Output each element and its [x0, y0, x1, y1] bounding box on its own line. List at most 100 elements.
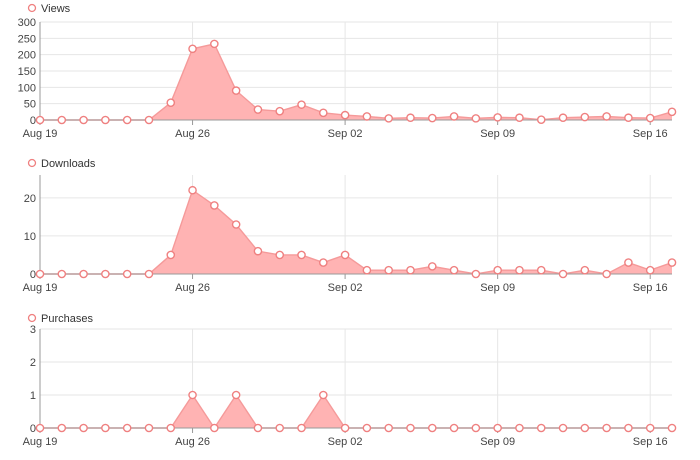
purchases-point[interactable] — [471, 423, 481, 433]
downloads-point[interactable] — [188, 185, 197, 195]
downloads-point[interactable] — [406, 265, 415, 275]
views-point[interactable] — [188, 44, 197, 54]
downloads-point[interactable] — [57, 269, 67, 279]
x-tick-label: Sep 09 — [480, 282, 515, 294]
purchases-point[interactable] — [35, 423, 45, 433]
purchases-point[interactable] — [122, 423, 132, 433]
views-point[interactable] — [79, 115, 88, 125]
downloads-point[interactable] — [515, 265, 524, 275]
downloads-point[interactable] — [253, 246, 263, 256]
views-point[interactable] — [35, 115, 45, 125]
purchases-point[interactable] — [602, 423, 611, 433]
purchases-point[interactable] — [297, 423, 306, 433]
downloads-point[interactable] — [493, 265, 502, 275]
purchases-point[interactable] — [362, 423, 372, 433]
purchases-point[interactable] — [536, 423, 546, 433]
views-legend[interactable]: Views — [27, 3, 71, 15]
views-point[interactable] — [231, 86, 241, 95]
downloads-point[interactable] — [449, 265, 459, 275]
views-point[interactable] — [297, 100, 306, 109]
downloads-point[interactable] — [231, 220, 241, 229]
downloads-point[interactable] — [166, 250, 176, 260]
purchases-point[interactable] — [406, 423, 415, 433]
purchases-point[interactable] — [57, 423, 67, 433]
views-point[interactable] — [602, 112, 611, 121]
downloads-point[interactable] — [101, 269, 110, 279]
purchases-point[interactable] — [558, 423, 568, 433]
purchases-point[interactable] — [645, 423, 655, 433]
views-point[interactable] — [319, 108, 328, 118]
downloads-point[interactable] — [558, 269, 568, 279]
views-point[interactable] — [340, 110, 350, 120]
downloads-point[interactable] — [297, 250, 306, 260]
purchases-point[interactable] — [101, 423, 110, 433]
views-point[interactable] — [406, 113, 415, 123]
downloads-point[interactable] — [362, 265, 372, 275]
views-point[interactable] — [384, 114, 393, 123]
views-point[interactable] — [449, 112, 459, 121]
purchases-point[interactable] — [166, 423, 176, 433]
views-point[interactable] — [166, 98, 176, 107]
x-tick-label: Aug 19 — [23, 436, 58, 448]
views-point[interactable] — [210, 39, 219, 49]
purchases-point[interactable] — [667, 423, 677, 433]
views-point[interactable] — [580, 112, 590, 122]
downloads-point[interactable] — [667, 258, 677, 267]
views-point[interactable] — [101, 115, 110, 125]
downloads-point[interactable] — [384, 265, 393, 275]
purchases-point[interactable] — [275, 423, 285, 433]
purchases-point[interactable] — [210, 423, 219, 433]
purchases-point[interactable] — [253, 423, 263, 433]
legend-marker-icon — [27, 3, 37, 13]
purchases-point[interactable] — [188, 390, 197, 400]
views-point[interactable] — [144, 115, 154, 125]
downloads-point[interactable] — [427, 262, 437, 271]
views-point[interactable] — [362, 112, 372, 121]
purchases-point[interactable] — [231, 390, 241, 400]
downloads-point[interactable] — [319, 258, 328, 267]
downloads-point[interactable] — [580, 265, 590, 275]
y-tick-label: 0 — [30, 423, 36, 435]
purchases-point[interactable] — [493, 423, 502, 433]
purchases-point[interactable] — [319, 390, 328, 400]
purchases-point[interactable] — [384, 423, 393, 433]
purchases-legend[interactable]: Purchases — [27, 313, 94, 325]
downloads-point[interactable] — [210, 201, 219, 210]
purchases-point[interactable] — [624, 423, 633, 433]
downloads-point[interactable] — [79, 269, 88, 279]
purchases-point[interactable] — [449, 423, 459, 433]
purchases-point[interactable] — [144, 423, 154, 433]
downloads-point[interactable] — [536, 265, 546, 275]
x-tick-label: Sep 16 — [633, 282, 668, 294]
views-point[interactable] — [558, 113, 568, 123]
views-point[interactable] — [122, 115, 132, 125]
purchases-point[interactable] — [515, 423, 524, 433]
purchases-point[interactable] — [79, 423, 88, 433]
purchases-point[interactable] — [340, 423, 350, 433]
views-point[interactable] — [275, 106, 285, 116]
downloads-point[interactable] — [122, 269, 132, 279]
views-point[interactable] — [493, 113, 502, 122]
purchases-point[interactable] — [427, 423, 437, 433]
views-point[interactable] — [515, 113, 524, 123]
purchases-point[interactable] — [580, 423, 590, 433]
views-point[interactable] — [471, 114, 481, 123]
views-legend-label: Views — [41, 3, 71, 15]
views-point[interactable] — [427, 113, 437, 123]
downloads-point[interactable] — [275, 250, 285, 260]
downloads-point[interactable] — [35, 269, 45, 279]
downloads-point[interactable] — [645, 265, 655, 275]
downloads-point[interactable] — [602, 269, 611, 279]
views-point[interactable] — [624, 113, 633, 123]
y-tick-label: 0 — [30, 115, 36, 127]
views-point[interactable] — [536, 115, 546, 124]
downloads-point[interactable] — [340, 250, 350, 260]
views-point[interactable] — [667, 107, 677, 117]
views-point[interactable] — [253, 105, 263, 114]
downloads-legend[interactable]: Downloads — [27, 158, 96, 170]
views-point[interactable] — [57, 115, 67, 125]
downloads-point[interactable] — [144, 269, 154, 279]
views-point[interactable] — [645, 113, 655, 123]
downloads-point[interactable] — [471, 269, 481, 279]
downloads-point[interactable] — [624, 258, 633, 267]
